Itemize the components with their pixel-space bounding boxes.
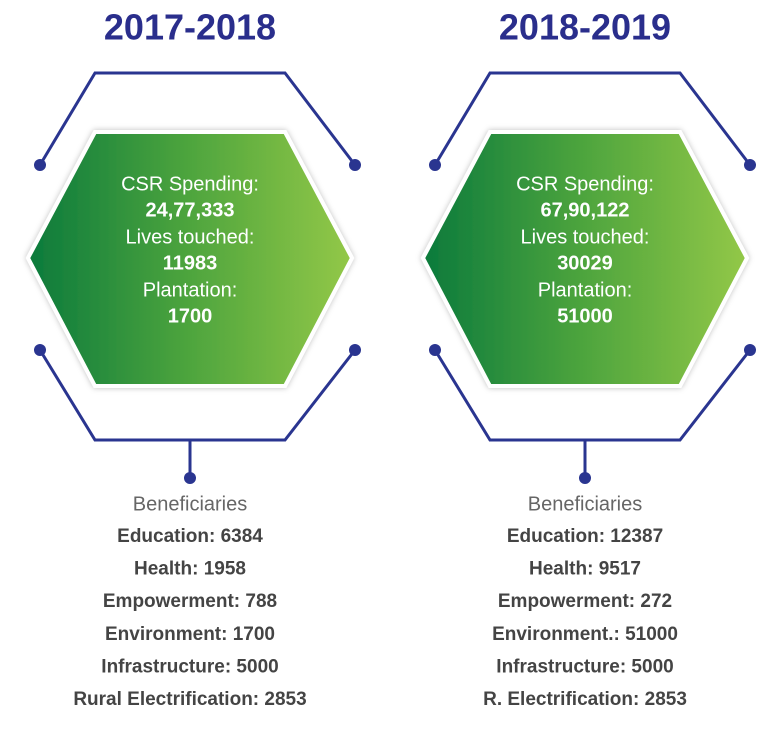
year-title: 2018-2019 <box>499 7 671 48</box>
beneficiary-item: Environment: 1700 <box>105 624 275 645</box>
frame-dot <box>429 344 441 356</box>
frame-dot <box>744 344 756 356</box>
beneficiary-item: Health: 9517 <box>529 559 641 580</box>
frame-dot <box>34 159 46 171</box>
stat-value: 30029 <box>557 252 613 274</box>
frame-top <box>38 71 357 166</box>
frame-dot <box>579 472 591 484</box>
beneficiary-item: Infrastructure: 5000 <box>101 656 278 677</box>
stat-value: 67,90,122 <box>541 199 630 221</box>
stat-label: CSR Spending: <box>121 173 259 195</box>
frame-dot <box>744 159 756 171</box>
year-title: 2017-2018 <box>104 7 276 48</box>
beneficiary-item: Education: 12387 <box>507 526 663 547</box>
stat-label: CSR Spending: <box>516 173 654 195</box>
frame-dot <box>429 159 441 171</box>
beneficiary-item: R. Electrification: 2853 <box>483 689 687 710</box>
beneficiary-item: Infrastructure: 5000 <box>496 656 673 677</box>
frame-dot <box>184 472 196 484</box>
stat-value: 11983 <box>163 252 218 274</box>
beneficiary-item: Health: 1958 <box>134 559 246 580</box>
beneficiaries-title: Beneficiaries <box>133 493 248 515</box>
stat-label: Plantation: <box>143 279 238 301</box>
beneficiary-item: Empowerment: 788 <box>103 591 277 612</box>
stat-value: 51000 <box>557 305 613 327</box>
beneficiary-item: Empowerment: 272 <box>498 591 672 612</box>
beneficiaries-title: Beneficiaries <box>528 493 643 515</box>
stat-value: 24,77,333 <box>146 199 235 221</box>
stat-label: Lives touched: <box>126 226 255 248</box>
hexagon <box>420 130 750 388</box>
beneficiary-item: Environment.: 51000 <box>492 624 678 645</box>
stat-label: Lives touched: <box>521 226 650 248</box>
frame-dot <box>349 159 361 171</box>
stat-label: Plantation: <box>538 279 633 301</box>
frame-dot <box>34 344 46 356</box>
hexagon <box>25 130 355 388</box>
beneficiary-item: Education: 6384 <box>117 526 263 547</box>
frame-top <box>433 71 752 166</box>
stat-value: 1700 <box>168 305 213 327</box>
frame-dot <box>349 344 361 356</box>
panel: 2017-2018 CSR Spending: 24,77,333 Lives tou… <box>25 7 361 710</box>
panel: 2018-2019 CSR Spending: 67,90,122 Lives tou… <box>420 7 756 710</box>
beneficiary-item: Rural Electrification: 2853 <box>73 689 306 710</box>
